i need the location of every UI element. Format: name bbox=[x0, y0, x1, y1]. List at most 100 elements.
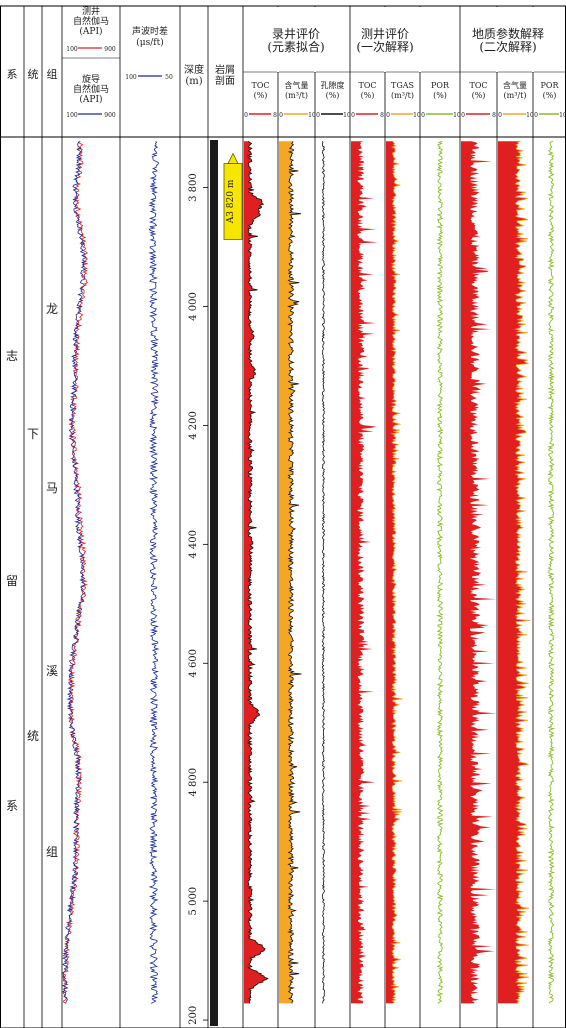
gr-logging-min: 100 bbox=[66, 46, 78, 53]
depth-label: 4 800 bbox=[188, 768, 199, 797]
track-min: 0 bbox=[386, 112, 390, 119]
track-min: 0 bbox=[534, 112, 538, 119]
depth-label: 4 000 bbox=[188, 292, 199, 321]
gas-geo-line bbox=[514, 140, 531, 1004]
por-geo bbox=[547, 140, 556, 1004]
gas-mud bbox=[279, 141, 302, 1004]
strat-system: 留 bbox=[6, 574, 18, 588]
track-max: 10 bbox=[526, 112, 534, 119]
track-min: 0 bbox=[244, 112, 248, 119]
strat-series: 下 bbox=[27, 427, 39, 441]
track-min: 0 bbox=[461, 112, 465, 119]
track-label: (%) bbox=[543, 91, 557, 100]
curves-layer: 3 800 4 000 4 200 4 400 4 600 4 800 5 000 5 200… bbox=[6, 140, 556, 1028]
header-mask bbox=[314, 7, 316, 72]
group3-title: 地质参数解释 bbox=[472, 26, 544, 41]
track-max: 10 bbox=[413, 112, 421, 119]
gas-mud-line bbox=[287, 141, 302, 1004]
group1-title: (元素拟合) bbox=[267, 39, 324, 54]
strat-formation: 溪 bbox=[46, 664, 58, 678]
depth-label: 5 200 bbox=[188, 1006, 199, 1028]
track-max: 10 bbox=[559, 112, 566, 119]
track-max: 10 bbox=[343, 112, 351, 119]
track-min: 0 bbox=[421, 112, 425, 119]
track-label: (%) bbox=[472, 91, 486, 100]
track-max: 10 bbox=[453, 112, 461, 119]
depth-label: 4 400 bbox=[188, 530, 199, 559]
depth-label: 5 000 bbox=[188, 887, 199, 916]
gr-guide-min: 100 bbox=[66, 112, 78, 119]
strat-formation: 龙 bbox=[46, 302, 58, 316]
header-mask bbox=[496, 7, 498, 72]
track-label: (%) bbox=[361, 91, 375, 100]
gr-logging-title: (API) bbox=[79, 26, 102, 37]
strat-series: 统 bbox=[27, 729, 39, 743]
track-min: 0 bbox=[351, 112, 355, 119]
track-min: 0 bbox=[498, 112, 502, 119]
dt-title: (μs/ft) bbox=[136, 37, 163, 48]
track-label: 含气量 bbox=[503, 80, 527, 90]
depth-label: 4 600 bbox=[188, 649, 199, 678]
group1-title: 录井评价 bbox=[272, 27, 320, 41]
track-label: 孔隙度 bbox=[321, 80, 345, 90]
por-log bbox=[436, 140, 444, 1004]
track-max: 8 bbox=[273, 112, 277, 119]
group3-title: (二次解释) bbox=[479, 40, 536, 54]
header-system: 系 bbox=[7, 68, 18, 81]
track-label: POR bbox=[541, 81, 560, 90]
cuttings-title: 岩屑 bbox=[215, 63, 235, 76]
track-label: POR bbox=[431, 81, 450, 90]
depth-title: 深度 bbox=[184, 63, 204, 76]
track-label: TGAS bbox=[391, 81, 414, 90]
track-label: TOC bbox=[358, 81, 376, 90]
track-min: 0 bbox=[316, 112, 320, 119]
gr-guide-title: 自然伽马 bbox=[73, 83, 109, 95]
gr-logging-title: 自然伽马 bbox=[73, 15, 109, 27]
gr-logging-curve bbox=[61, 140, 89, 1004]
toc-geo bbox=[461, 141, 496, 1004]
header-mask bbox=[384, 7, 386, 72]
header-grid bbox=[0, 5, 566, 1028]
track-label: 含气量 bbox=[285, 80, 309, 90]
track-label: (%) bbox=[433, 91, 447, 100]
tgas-log-line bbox=[390, 141, 403, 1004]
strat-formation: 组 bbox=[46, 845, 58, 859]
track-label: (m³/t) bbox=[285, 91, 308, 100]
track-label: (%) bbox=[326, 91, 340, 100]
cuttings-title: 剖面 bbox=[215, 74, 235, 87]
header-text: 系统组测井自然伽马(API)100 900旋导自然伽马(API)100 900声波时… bbox=[7, 5, 566, 119]
track-label: (m³/t) bbox=[504, 91, 527, 100]
header-mask bbox=[532, 7, 534, 72]
toc-mud-line bbox=[246, 140, 269, 1004]
toc-log bbox=[351, 141, 378, 1004]
dt-curve bbox=[148, 140, 160, 1004]
track-label: (m³/t) bbox=[391, 91, 414, 100]
group2-title: (一次解释) bbox=[356, 40, 413, 54]
track-label: TOC bbox=[469, 81, 487, 90]
track-label: (%) bbox=[254, 91, 268, 100]
strat-system: 志 bbox=[6, 349, 18, 363]
track-max: 8 bbox=[492, 112, 496, 119]
gr-guide-max: 900 bbox=[104, 112, 116, 119]
track-min: 0 bbox=[279, 112, 283, 119]
track-max: 8 bbox=[380, 112, 384, 119]
header-series: 统 bbox=[28, 68, 39, 81]
dt-min: 100 bbox=[125, 74, 137, 81]
dt-title: 声波时差 bbox=[132, 25, 168, 37]
header-mask bbox=[277, 7, 279, 72]
gr-guide-title: (API) bbox=[79, 94, 102, 105]
strat-formation: 马 bbox=[46, 481, 58, 495]
depth-label: 3 800 bbox=[188, 173, 199, 202]
track-label: TOC bbox=[251, 81, 269, 90]
header-formation: 组 bbox=[47, 67, 58, 81]
toc-mud bbox=[244, 141, 268, 1004]
strat-system: 系 bbox=[6, 799, 18, 813]
depth-label: 4 200 bbox=[188, 411, 199, 440]
cuttings-band bbox=[210, 140, 218, 1026]
annotation-label: A3 820 m bbox=[226, 179, 236, 224]
header-mask bbox=[419, 7, 421, 72]
gr-guide-curve bbox=[61, 141, 87, 1004]
track-max: 10 bbox=[308, 112, 316, 119]
porosity-mud bbox=[321, 141, 326, 1004]
